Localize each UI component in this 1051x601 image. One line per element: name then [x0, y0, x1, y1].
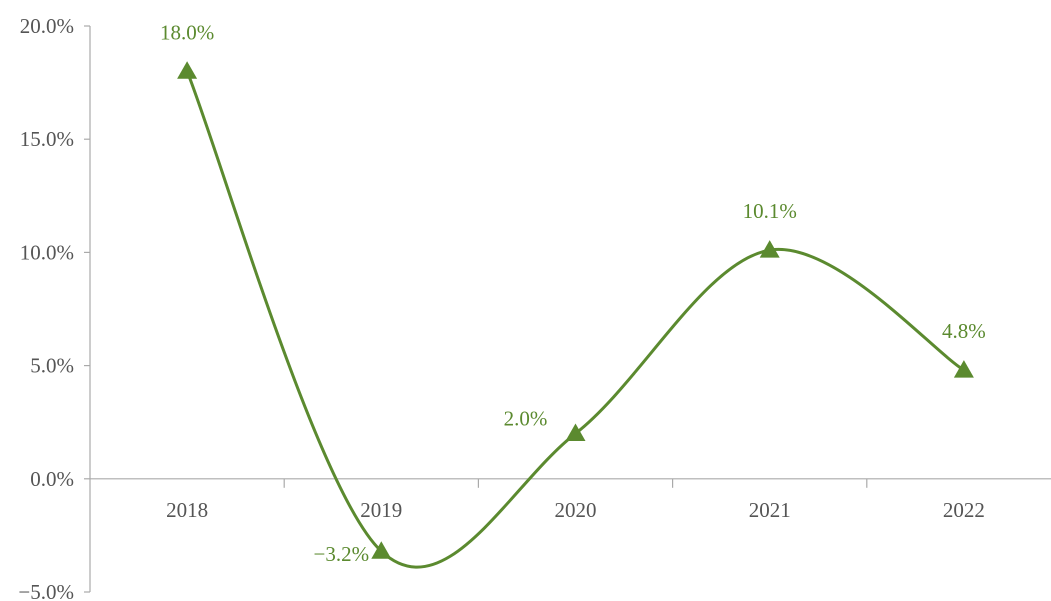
- x-tick-label: 2019: [360, 498, 402, 522]
- data-label: 4.8%: [942, 319, 986, 343]
- x-tick-label: 2022: [943, 498, 985, 522]
- data-label: 2.0%: [504, 407, 548, 431]
- data-label: 18.0%: [160, 20, 214, 44]
- y-tick-label: 0.0%: [30, 467, 74, 491]
- triangle-marker: [953, 360, 974, 378]
- y-tick-label: 20.0%: [20, 14, 74, 38]
- data-label: 10.1%: [743, 199, 797, 223]
- triangle-marker: [371, 541, 392, 559]
- x-tick-label: 2018: [166, 498, 208, 522]
- y-tick-label: −5.0%: [18, 580, 74, 601]
- data-label: −3.2%: [314, 542, 370, 566]
- y-tick-label: 10.0%: [20, 240, 74, 264]
- y-tick-label: 15.0%: [20, 127, 74, 151]
- series-line: [185, 69, 966, 569]
- triangle-marker: [759, 240, 780, 258]
- x-tick-label: 2020: [555, 498, 597, 522]
- y-tick-label: 5.0%: [30, 354, 74, 378]
- x-tick-label: 2021: [749, 498, 791, 522]
- triangle-marker: [565, 423, 586, 442]
- triangle-marker: [177, 61, 198, 79]
